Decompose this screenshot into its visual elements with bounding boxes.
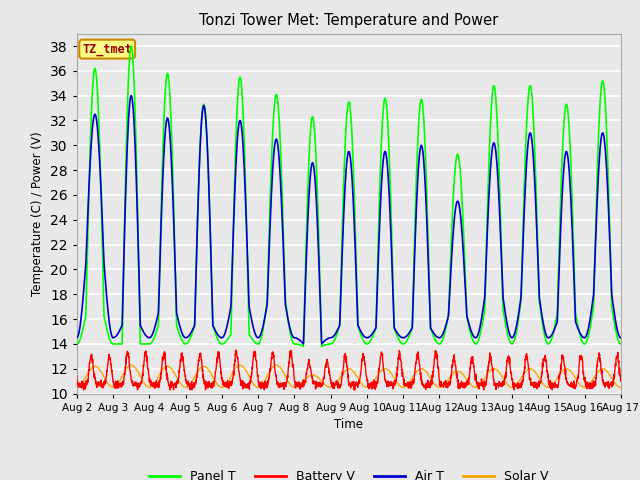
Legend: Panel T, Battery V, Air T, Solar V: Panel T, Battery V, Air T, Solar V (144, 465, 554, 480)
Y-axis label: Temperature (C) / Power (V): Temperature (C) / Power (V) (31, 132, 44, 296)
Title: Tonzi Tower Met: Temperature and Power: Tonzi Tower Met: Temperature and Power (199, 13, 499, 28)
Text: TZ_tmet: TZ_tmet (82, 43, 132, 56)
X-axis label: Time: Time (334, 418, 364, 431)
